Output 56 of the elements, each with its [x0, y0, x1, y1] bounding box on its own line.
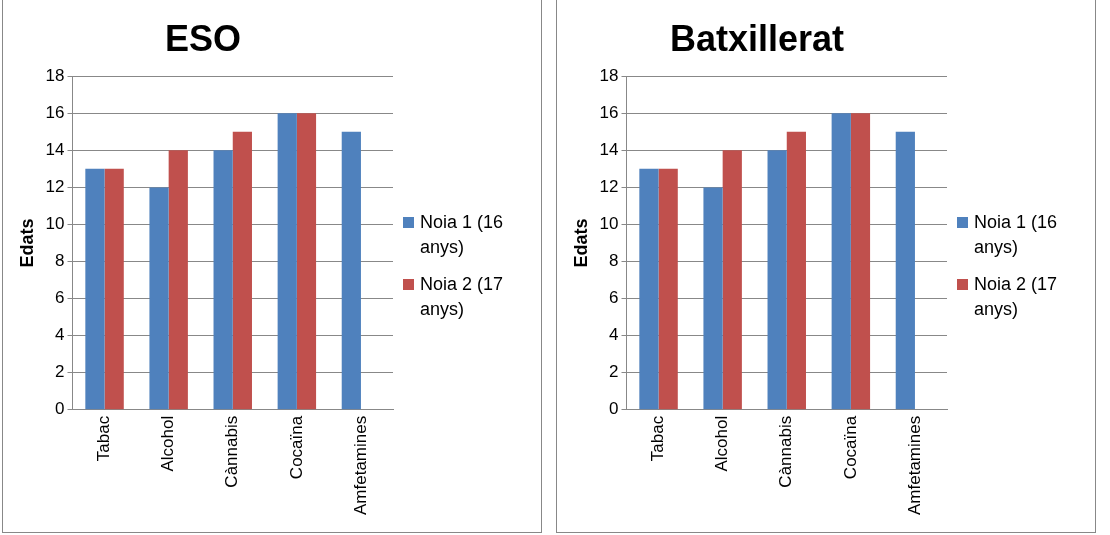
x-tick-label: Cànnabis: [222, 415, 242, 488]
y-tick-label: 10: [599, 214, 619, 234]
y-tick-label: 14: [599, 140, 619, 160]
bar: [149, 187, 169, 410]
bar: [277, 113, 297, 410]
y-tick-label: 12: [45, 177, 65, 197]
x-tick-label: Amfetamines: [904, 415, 924, 515]
y-tick-label: 2: [55, 362, 65, 382]
y-tick-label: 2: [609, 362, 619, 382]
y-axis-title: Edats: [570, 218, 591, 268]
y-tick-label: 10: [45, 214, 65, 234]
y-tick-label: 6: [55, 288, 65, 308]
legend-label: Noia 1 (16 anys): [420, 210, 505, 259]
legend-label: Noia 1 (16 anys): [974, 210, 1059, 259]
y-tick-label: 0: [609, 399, 619, 419]
x-tick-label: Alcohol: [158, 415, 178, 472]
y-tick-label: 4: [609, 325, 619, 345]
bar: [767, 150, 787, 410]
y-tick-label: 14: [45, 140, 65, 160]
x-tick-label: Alcohol: [712, 415, 732, 472]
x-tick-label: Tabac: [94, 415, 114, 462]
y-tick-label: 18: [45, 65, 65, 85]
y-tick-label: 12: [599, 177, 619, 197]
legend-label: Noia 2 (17 anys): [974, 273, 1059, 322]
bar: [232, 131, 252, 410]
y-tick-label: 18: [599, 65, 619, 85]
y-tick-label: 16: [599, 102, 619, 122]
y-tick-label: 0: [55, 399, 65, 419]
y-axis-title: Edats: [16, 218, 37, 268]
chart-title: Batxillerat: [669, 17, 845, 59]
chart-title: ESO: [164, 17, 242, 59]
bar: [658, 168, 678, 410]
bar: [831, 113, 851, 410]
x-tick-label: Tabac: [648, 415, 668, 462]
bar: [213, 150, 233, 410]
bar: [296, 113, 317, 410]
x-tick-label: Cànnabis: [776, 415, 796, 488]
bar: [85, 168, 105, 410]
bar: [639, 168, 659, 410]
x-tick-label: Cocaïna: [840, 415, 860, 480]
legend-label: Noia 2 (17 anys): [420, 273, 505, 322]
bar: [786, 131, 806, 410]
y-tick-label: 8: [55, 251, 65, 271]
x-tick-label: Amfetamines: [350, 415, 370, 515]
y-tick-label: 16: [45, 102, 65, 122]
bar: [104, 168, 124, 410]
y-tick-label: 4: [55, 325, 65, 345]
bar: [703, 187, 723, 410]
x-tick-label: Cocaïna: [286, 415, 306, 480]
bar: [895, 131, 915, 410]
y-tick-label: 6: [609, 288, 619, 308]
y-tick-label: 8: [609, 251, 619, 271]
bar: [850, 113, 871, 410]
bar: [722, 150, 742, 410]
bar: [168, 150, 188, 410]
bar: [341, 131, 361, 410]
